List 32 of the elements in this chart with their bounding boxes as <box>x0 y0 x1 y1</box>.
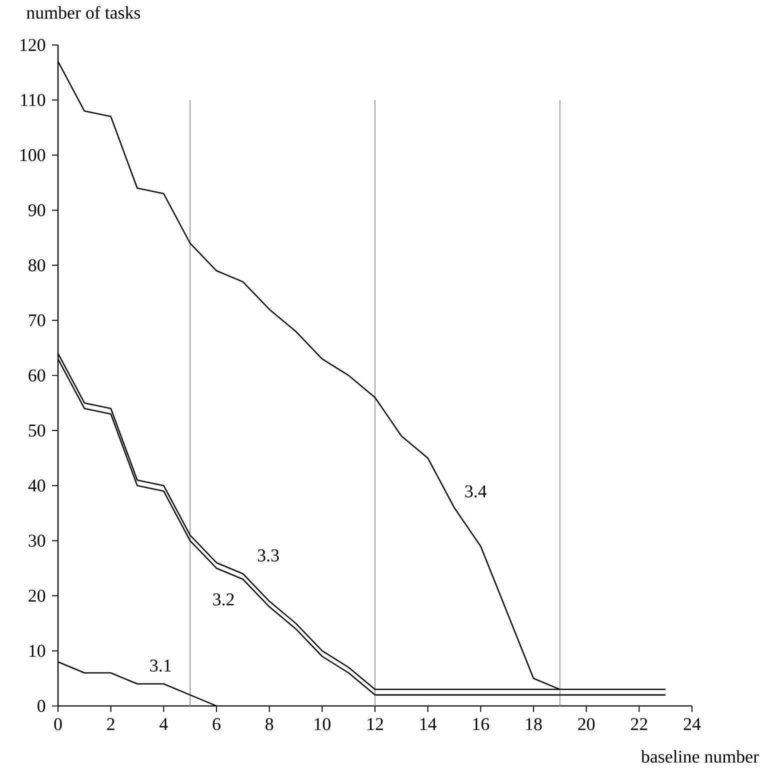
x-tick-label: 18 <box>526 718 542 730</box>
x-tick-label: 8 <box>266 718 274 730</box>
x-tick-label: 14 <box>420 718 437 730</box>
x-tick-label: 10 <box>314 718 330 730</box>
y-tick-label: 10 <box>29 644 46 657</box>
y-tick-label: 100 <box>20 149 46 162</box>
x-tick-label: 20 <box>578 718 595 730</box>
y-tick-label: 50 <box>28 424 46 437</box>
y-tick-label: 120 <box>20 38 46 52</box>
series-label: 3.1 <box>150 660 171 672</box>
x-tick-label: 2 <box>107 718 114 730</box>
series-label: 3.4 <box>465 485 487 498</box>
x-tick-label: 0 <box>54 718 62 730</box>
x-tick-label: 22 <box>630 718 648 730</box>
x-tick-label: 16 <box>473 718 490 730</box>
x-tick-label: 4 <box>160 718 168 730</box>
x-tick-label: 12 <box>368 718 383 730</box>
y-tick-label: 70 <box>29 314 46 326</box>
series-label: 3.3 <box>258 549 279 562</box>
y-axis-title: number of tasks <box>26 6 140 19</box>
y-tick-label: 110 <box>21 94 46 106</box>
x-tick-label: 24 <box>684 718 701 730</box>
y-tick-label: 40 <box>28 480 46 492</box>
y-tick-label: 30 <box>28 534 46 547</box>
x-tick-label: 6 <box>212 718 220 730</box>
x-axis-title: baseline number <box>640 750 759 763</box>
series-label: 3.2 <box>213 593 234 606</box>
y-tick-label: 90 <box>28 204 46 216</box>
y-tick-label: 60 <box>28 369 46 382</box>
y-tick-label: 20 <box>28 590 46 602</box>
y-tick-label: 0 <box>38 700 46 712</box>
y-tick-label: 80 <box>28 259 46 272</box>
